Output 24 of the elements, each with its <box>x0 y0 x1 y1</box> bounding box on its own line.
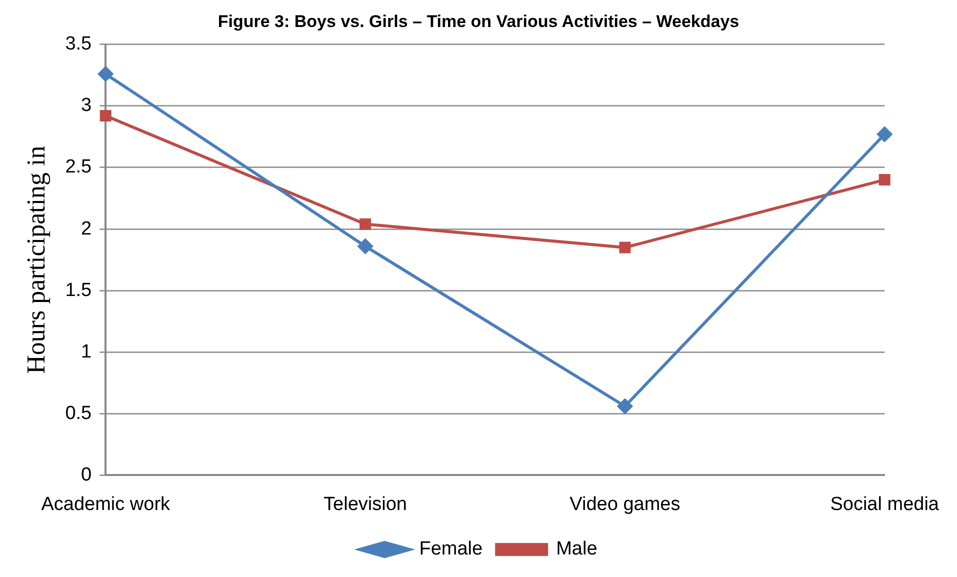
legend-label: Male <box>556 538 598 560</box>
point <box>358 238 373 254</box>
chart-title: Figure 3: Boys vs. Girls – Time on Various Activities – Weekdays <box>218 12 740 31</box>
point <box>619 242 631 254</box>
y-tick-label: 3 <box>81 95 92 116</box>
point <box>877 126 892 142</box>
y-axis-title: Hours participating in <box>21 146 50 374</box>
point <box>617 398 632 414</box>
point <box>100 110 112 122</box>
point <box>878 174 890 186</box>
y-tick-label: 0.5 <box>65 402 92 424</box>
x-tick-label: Video games <box>570 494 680 515</box>
y-tick-label: 1 <box>81 341 92 362</box>
x-tick-label: Social media <box>830 494 940 515</box>
point <box>360 218 372 230</box>
legend-label: Female <box>419 538 483 560</box>
x-tick-label: Television <box>324 494 407 515</box>
point <box>98 66 114 82</box>
y-tick-label: 2.5 <box>65 156 92 178</box>
y-tick-label: 0 <box>81 464 92 486</box>
y-tick-label: 3.5 <box>65 34 92 55</box>
y-tick-label: 2 <box>81 218 92 240</box>
x-tick-label: Academic work <box>41 494 171 515</box>
y-tick-label: 1.5 <box>65 280 92 301</box>
